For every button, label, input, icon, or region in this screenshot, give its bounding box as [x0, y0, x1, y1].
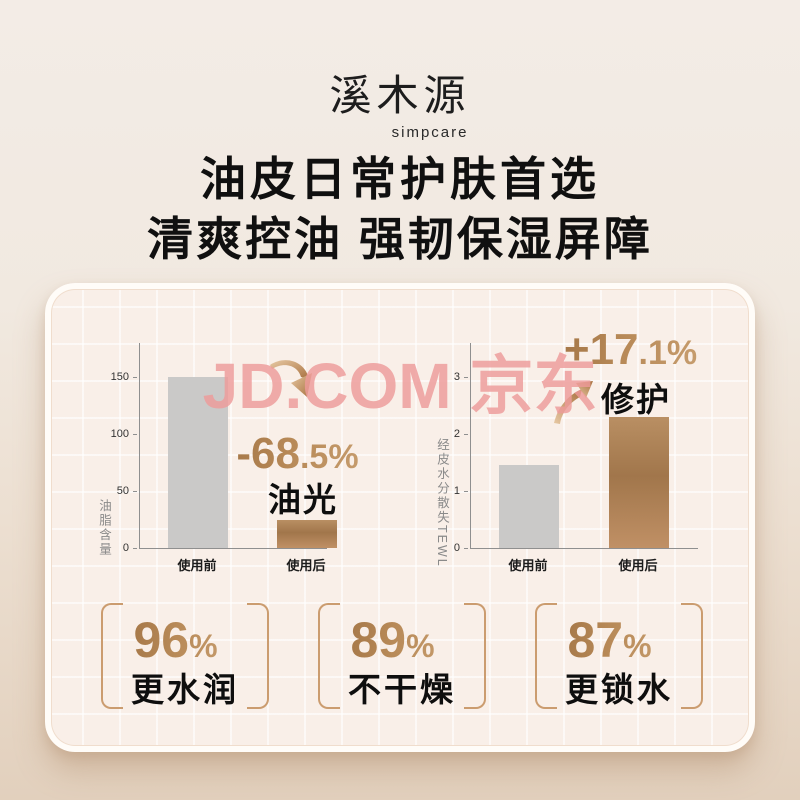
x-label-before: 使用前 [508, 558, 548, 573]
stat-box-moisture: 96% 认同 5 更水润 [101, 603, 269, 709]
bar-before-use [168, 377, 228, 548]
stat-value: 87% 认同 5 [535, 611, 703, 669]
delta-footnote: 4 [698, 332, 709, 352]
headline-line2: 清爽控油 强韧保湿屏障 [147, 213, 653, 265]
y-tick: 3 [453, 371, 469, 384]
stat-number: 89 [350, 612, 407, 668]
stat-percent: % [406, 628, 435, 664]
y-tick: 2 [453, 428, 469, 441]
stat-box-lock-water: 87% 认同 5 更锁水 [535, 603, 703, 709]
stat-label: 更水润 [131, 671, 239, 708]
x-label-after: 使用后 [286, 558, 326, 573]
stat-percent: % [623, 628, 652, 664]
plot-area: 0 1 2 3 [454, 343, 698, 554]
stat-footnote: 5 [238, 620, 246, 635]
delta-frac: .1% [638, 334, 698, 372]
bar-before-use [499, 465, 559, 548]
delta-word: 修护 [601, 381, 671, 418]
bracket-left [318, 603, 340, 709]
stat-value: 96% 认同 5 [101, 611, 269, 669]
stat-footnote: 5 [672, 620, 680, 635]
y-tick: 0 [122, 542, 138, 554]
y-tick: 50 [116, 485, 138, 498]
stat-percent: % [189, 628, 218, 664]
y-tick: 0 [453, 542, 469, 554]
brand-logo: 溪木源 simpcare [0, 62, 800, 142]
stat-footnote: 5 [455, 620, 463, 635]
stat-label: 更锁水 [565, 671, 673, 708]
delta-annotation: +17.1%4 [526, 325, 746, 375]
delta-word: 油光 [268, 481, 338, 518]
arrow-down-icon [270, 360, 312, 397]
brand-logo-chinese: 溪木源 [329, 72, 471, 119]
brand-logo-english: simpcare [391, 124, 469, 141]
bracket-right [464, 603, 486, 709]
chart-tewl: 经皮水分散失TEWL 0 1 2 3 使用前 使用后 +17.1%4 修护 [45, 283, 755, 752]
stat-number: 87 [567, 612, 624, 668]
stat-number: 96 [133, 612, 190, 668]
y-tick: 1 [453, 485, 469, 498]
y-axis-title: 油脂含量 [97, 499, 111, 557]
bracket-left [535, 603, 557, 709]
x-label-after: 使用后 [618, 558, 658, 573]
bar-after-use [277, 519, 337, 548]
bracket-left [101, 603, 123, 709]
y-axis-title: 经皮水分散失TEWL [435, 438, 449, 568]
plot-area: 0 50 100 150 [111, 343, 337, 554]
arrow-up-icon [554, 381, 593, 424]
y-tick: 100 [110, 428, 138, 441]
data-card: 油脂含量 0 50 100 150 使用前 使用后 -68.5%3 油光 经皮水… [45, 283, 755, 752]
y-tick: 150 [110, 371, 138, 384]
stat-value: 89% 认同 5 [318, 611, 486, 669]
bracket-right [247, 603, 269, 709]
bar-after-use [609, 417, 669, 548]
bracket-right [681, 603, 703, 709]
chart-oil-content: 油脂含量 0 50 100 150 使用前 使用后 -68.5%3 油光 [45, 283, 755, 752]
stat-label: 不干燥 [348, 671, 456, 708]
x-label-before: 使用前 [177, 558, 217, 573]
headline-line1: 油皮日常护肤首选 [200, 153, 600, 205]
stat-box-not-dry: 89% 认同 5 不干燥 [318, 603, 486, 709]
delta-main: +17 [563, 325, 639, 374]
